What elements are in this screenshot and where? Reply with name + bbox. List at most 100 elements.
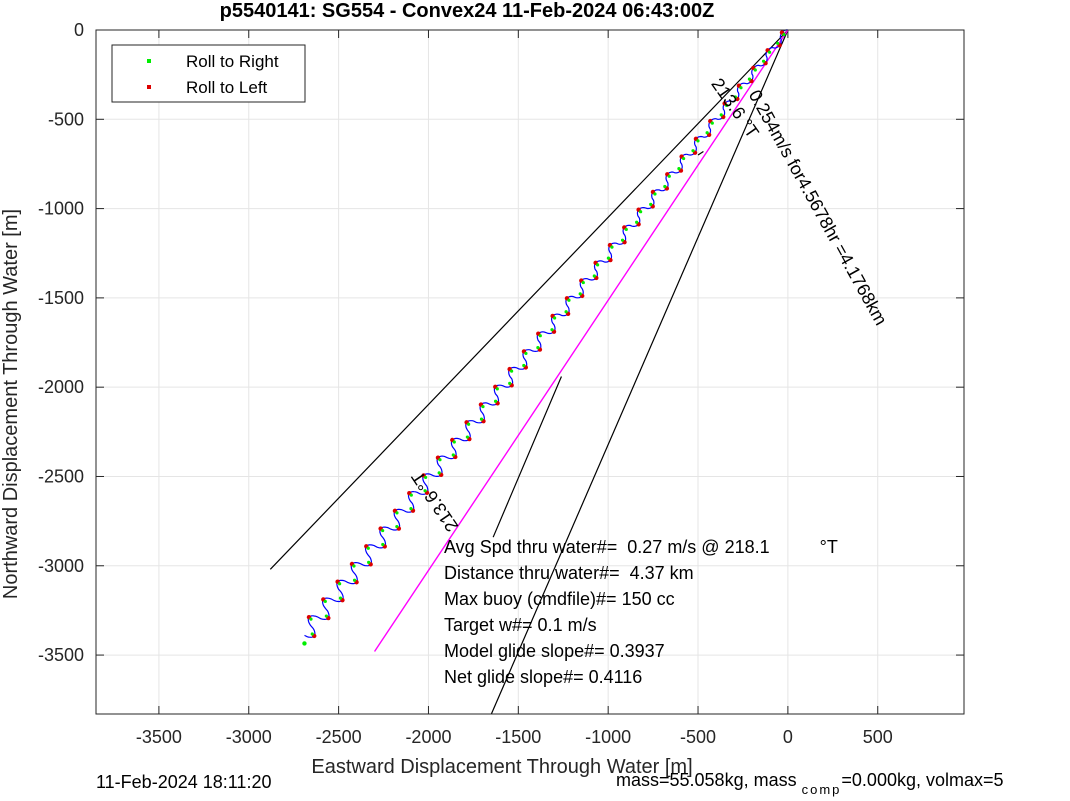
stat-line: Target w#= 0.1 m/s: [444, 615, 597, 635]
roll-right-point: [567, 298, 571, 302]
footer-timestamp: 11-Feb-2024 18:11:20: [96, 772, 272, 792]
roll-right-point: [451, 453, 455, 457]
roll-right-point: [352, 578, 357, 582]
roll-right-point: [465, 435, 469, 439]
roll-right-point: [367, 560, 371, 564]
x-tick-label: -1000: [585, 727, 631, 747]
x-tick-label: -2000: [405, 727, 451, 747]
x-tick-label: 500: [863, 727, 893, 747]
roll-right-point: [663, 184, 667, 189]
roll-right-point: [705, 131, 709, 135]
roll-right-point: [649, 202, 653, 206]
stat-line: Avg Spd thru water#= 0.27 m/s @ 218.1 °T: [444, 537, 838, 557]
roll-right-point: [719, 113, 723, 117]
y-tick-label: -2500: [38, 466, 84, 486]
legend-label-left: Roll to Left: [186, 78, 268, 97]
roll-right-point: [302, 641, 307, 646]
y-tick-label: -3500: [38, 645, 84, 665]
roll-right-point: [508, 381, 512, 385]
roll-right-point: [381, 542, 385, 547]
roll-right-point: [424, 475, 428, 480]
x-tick-label: -2500: [316, 727, 362, 747]
roll-right-point: [338, 596, 343, 600]
footer-mass: mass=55.058kg, mass comp=0.000kg, volmax…: [616, 770, 1004, 797]
roll-right-point: [639, 210, 643, 214]
roll-right-point: [553, 316, 557, 320]
roll-right-point: [725, 103, 729, 108]
legend: Roll to Right Roll to Left: [111, 44, 306, 103]
roll-right-point: [381, 528, 385, 533]
roll-right-point: [438, 458, 442, 462]
roll-right-point: [495, 387, 499, 391]
roll-right-point: [550, 328, 554, 332]
roll-right-point: [510, 369, 514, 373]
roll-right-point: [481, 404, 485, 409]
roll-right-point: [395, 524, 399, 529]
roll-right-point: [776, 41, 780, 45]
roll-right-point: [620, 238, 625, 242]
roll-right-point: [682, 156, 686, 161]
roll-right-point: [409, 493, 413, 497]
stat-line: Max buoy (cmdfile)#= 150 cc: [444, 589, 675, 609]
roll-points: [302, 30, 786, 646]
y-tick-label: -3000: [38, 556, 84, 576]
stat-line: Distance thru water#= 4.37 km: [444, 563, 694, 583]
axis-ticks: -3500 -3000 -2500 -2000 -1500 -1000 -500 0 500 0 -…: [38, 20, 964, 747]
roll-right-point: [768, 50, 772, 54]
roll-right-point: [733, 95, 737, 99]
heading-wedge-line: [492, 376, 563, 538]
roll-right-point: [596, 263, 600, 267]
stat-line: Net glide slope#= 0.4116: [444, 667, 642, 687]
roll-right-point: [309, 617, 313, 621]
y-axis-label: Northward Displacement Through Water [m]: [0, 209, 22, 599]
heading-wedge-line: [697, 150, 704, 156]
roll-right-point: [753, 68, 757, 72]
roll-right-point: [667, 174, 671, 178]
stat-line: Model glide slope#= 0.3937: [444, 641, 665, 661]
roll-right-point: [409, 507, 413, 511]
roll-right-point: [578, 292, 582, 296]
stats-text: Avg Spd thru water#= 0.27 m/s @ 218.1 °T…: [444, 537, 838, 687]
heading-wedge-line: [269, 29, 789, 570]
footer-mass-text: mass=55.058kg, mass: [616, 770, 797, 790]
legend-marker-left: [147, 85, 151, 89]
roll-right-point: [610, 245, 614, 249]
roll-right-point: [691, 149, 695, 153]
roll-right-point: [452, 440, 456, 444]
roll-right-point: [522, 363, 526, 368]
plot-frame: [95, 29, 965, 715]
roll-right-point: [524, 351, 528, 356]
y-tick-label: 0: [74, 20, 84, 40]
roll-right-point: [677, 166, 681, 171]
roll-right-point: [739, 86, 743, 90]
roll-right-point: [338, 582, 342, 586]
legend-label-right: Roll to Right: [186, 52, 279, 71]
roll-right-point: [624, 227, 628, 232]
roll-right-point: [352, 564, 356, 568]
roll-right-point: [696, 139, 700, 143]
roll-right-point: [747, 77, 752, 81]
y-tick-label: -1000: [38, 199, 84, 219]
roll-right-point: [564, 310, 568, 314]
roll-right-point: [479, 417, 484, 421]
guide-lines: [269, 29, 789, 715]
footer-comp-sub: comp: [801, 782, 842, 797]
average-heading-line: [373, 29, 789, 652]
y-tick-label: -1500: [38, 288, 84, 308]
roll-right-point: [395, 511, 399, 515]
x-tick-label: -1500: [495, 727, 541, 747]
legend-marker-right: [147, 59, 151, 63]
y-tick-label: -2000: [38, 377, 84, 397]
roll-right-point: [323, 599, 327, 604]
roll-right-point: [437, 471, 441, 475]
legend-box: [111, 44, 306, 103]
x-axis-label: Eastward Displacement Through Water [m]: [311, 756, 692, 778]
roll-right-point: [538, 334, 542, 338]
roll-right-point: [493, 399, 498, 403]
plot-area: [96, 30, 964, 714]
y-tick-label: -500: [48, 109, 84, 129]
x-tick-label: -3500: [136, 727, 182, 747]
x-tick-label: -500: [680, 727, 716, 747]
roll-right-point: [581, 280, 585, 285]
